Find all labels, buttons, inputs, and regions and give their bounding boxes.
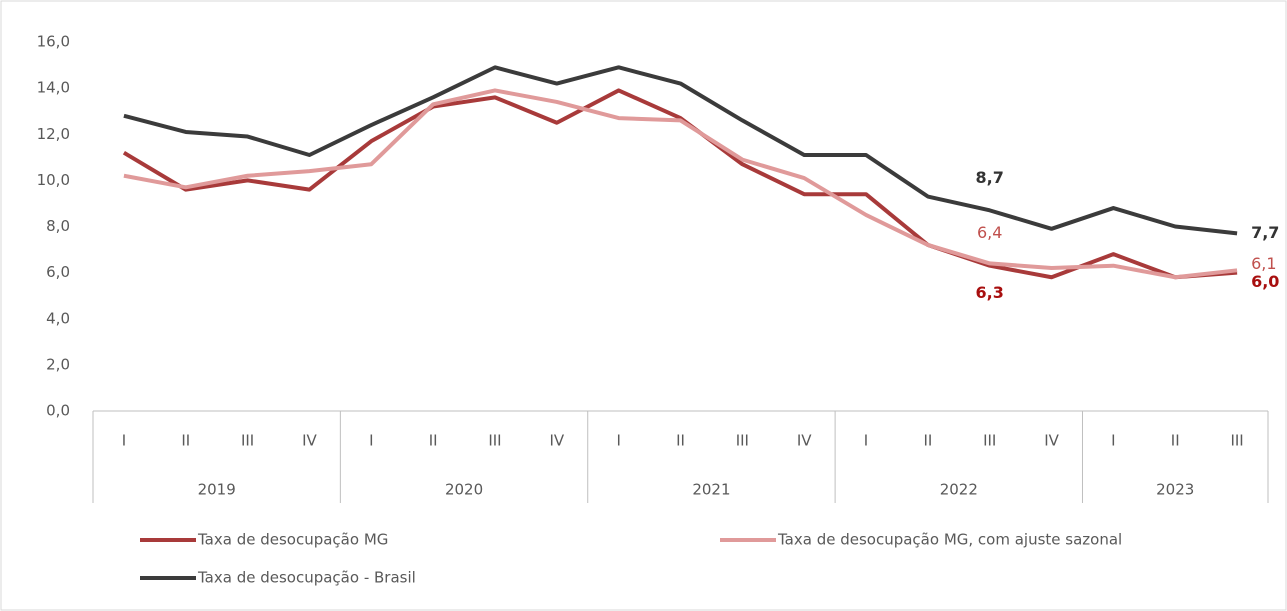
y-tick-label: 6,0 <box>46 263 70 281</box>
x-group-label: 2022 <box>940 481 978 499</box>
x-tick-label: II <box>1171 432 1180 450</box>
data-label: 7,7 <box>1251 223 1279 242</box>
data-label: 6,3 <box>976 283 1004 302</box>
x-tick-label: III <box>241 432 254 450</box>
y-tick-label: 8,0 <box>46 217 70 235</box>
x-tick-label: III <box>736 432 749 450</box>
series-line <box>123 65 1238 236</box>
y-tick-label: 0,0 <box>46 402 70 420</box>
legend-label: Taxa de desocupação - Brasil <box>197 569 416 587</box>
x-tick-label: I <box>1111 432 1115 450</box>
legend-label: Taxa de desocupação MG <box>197 531 388 549</box>
data-label: 6,4 <box>977 223 1002 242</box>
x-tick-label: III <box>488 432 501 450</box>
data-label: 8,7 <box>976 168 1004 187</box>
x-tick-label: III <box>983 432 996 450</box>
series-line <box>123 88 1238 280</box>
legend-label: Taxa de desocupação MG, com ajuste sazon… <box>777 531 1122 549</box>
data-label: 6,0 <box>1251 272 1279 291</box>
y-tick-label: 10,0 <box>37 171 70 189</box>
y-tick-label: 2,0 <box>46 355 70 373</box>
x-tick-label: IV <box>549 432 564 450</box>
x-group-label: 2023 <box>1156 481 1194 499</box>
x-tick-label: I <box>864 432 868 450</box>
y-tick-label: 12,0 <box>37 125 70 143</box>
data-label: 6,1 <box>1251 254 1276 273</box>
series-line <box>122 88 1238 280</box>
x-group-label: 2020 <box>445 481 483 499</box>
x-group-label: 2021 <box>692 481 730 499</box>
x-tick-label: II <box>923 432 932 450</box>
x-tick-label: II <box>676 432 685 450</box>
x-tick-label: II <box>181 432 190 450</box>
x-tick-label: IV <box>797 432 812 450</box>
x-tick-label: I <box>122 432 126 450</box>
y-tick-label: 4,0 <box>46 309 70 327</box>
x-tick-label: I <box>616 432 620 450</box>
y-tick-label: 14,0 <box>37 79 70 97</box>
x-tick-label: IV <box>302 432 317 450</box>
y-tick-label: 16,0 <box>37 33 70 51</box>
x-tick-label: I <box>369 432 373 450</box>
x-tick-label: II <box>429 432 438 450</box>
x-group-label: 2019 <box>198 481 236 499</box>
x-tick-label: IV <box>1044 432 1059 450</box>
x-tick-label: III <box>1230 432 1243 450</box>
